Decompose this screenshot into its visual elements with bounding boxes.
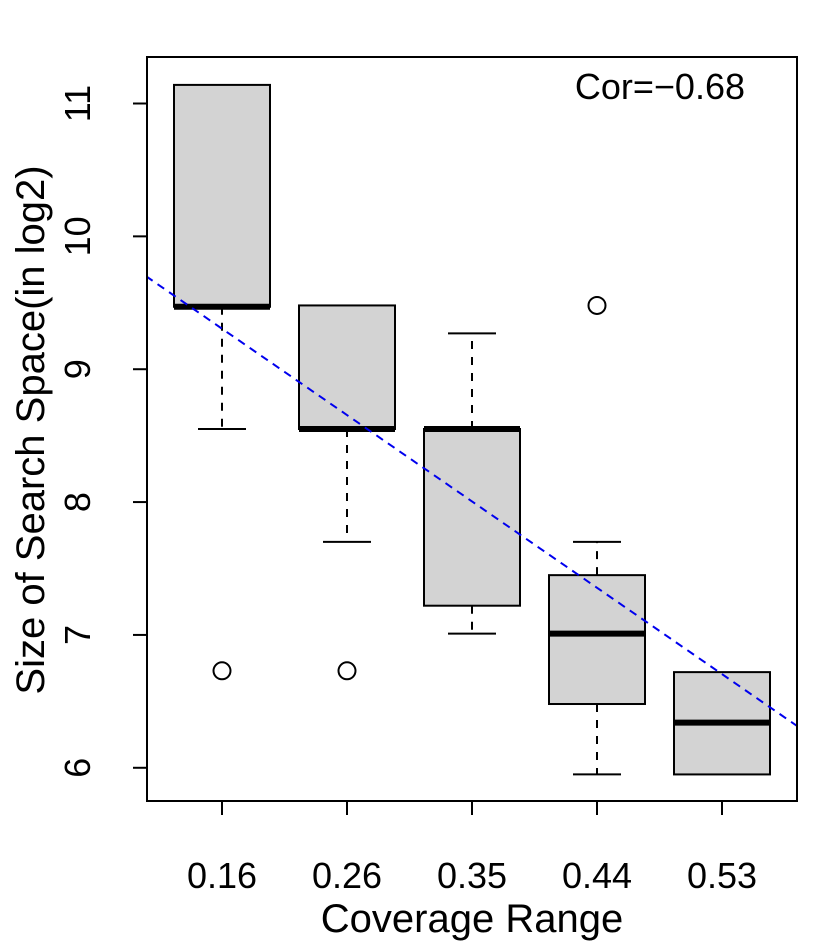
plot-content (147, 83, 797, 776)
x-axis-label: Coverage Range (321, 897, 623, 941)
outlier-point (587, 295, 607, 315)
y-tick-label-11: 11 (57, 85, 98, 122)
outlier-point (212, 661, 232, 681)
axes: 6 7 8 9 10 11 0.16 0.26 0.35 0.44 0.53 (57, 85, 757, 896)
correlation-annotation: Cor=−0.68 (575, 66, 745, 107)
plot-frame (146, 56, 798, 802)
box-group-0.35 (423, 332, 521, 635)
x-tick-label-0.16: 0.16 (187, 855, 257, 896)
box-group-0.26 (298, 304, 396, 681)
box-group-0.44 (548, 295, 646, 776)
outlier-point (337, 661, 357, 681)
x-tick-label-0.35: 0.35 (437, 855, 507, 896)
y-tick-label-9: 9 (57, 359, 98, 379)
y-tick-label-6: 6 (57, 758, 98, 778)
y-axis-label: Size of Search Space(in log2) (9, 165, 53, 694)
x-tick-label-0.53: 0.53 (687, 855, 757, 896)
box-group-0.53 (673, 671, 771, 776)
y-tick-label-8: 8 (57, 492, 98, 512)
trend-line (147, 275, 797, 728)
x-tick-label-0.44: 0.44 (562, 855, 632, 896)
box-0.35 (423, 428, 521, 607)
box-0.44 (548, 574, 646, 706)
x-tick-label-0.26: 0.26 (312, 855, 382, 896)
box-0.26 (298, 304, 396, 431)
y-tick-label-10: 10 (57, 216, 98, 256)
box-0.16 (173, 83, 271, 308)
y-tick-label-7: 7 (57, 625, 98, 645)
box-group-0.16 (173, 83, 271, 681)
